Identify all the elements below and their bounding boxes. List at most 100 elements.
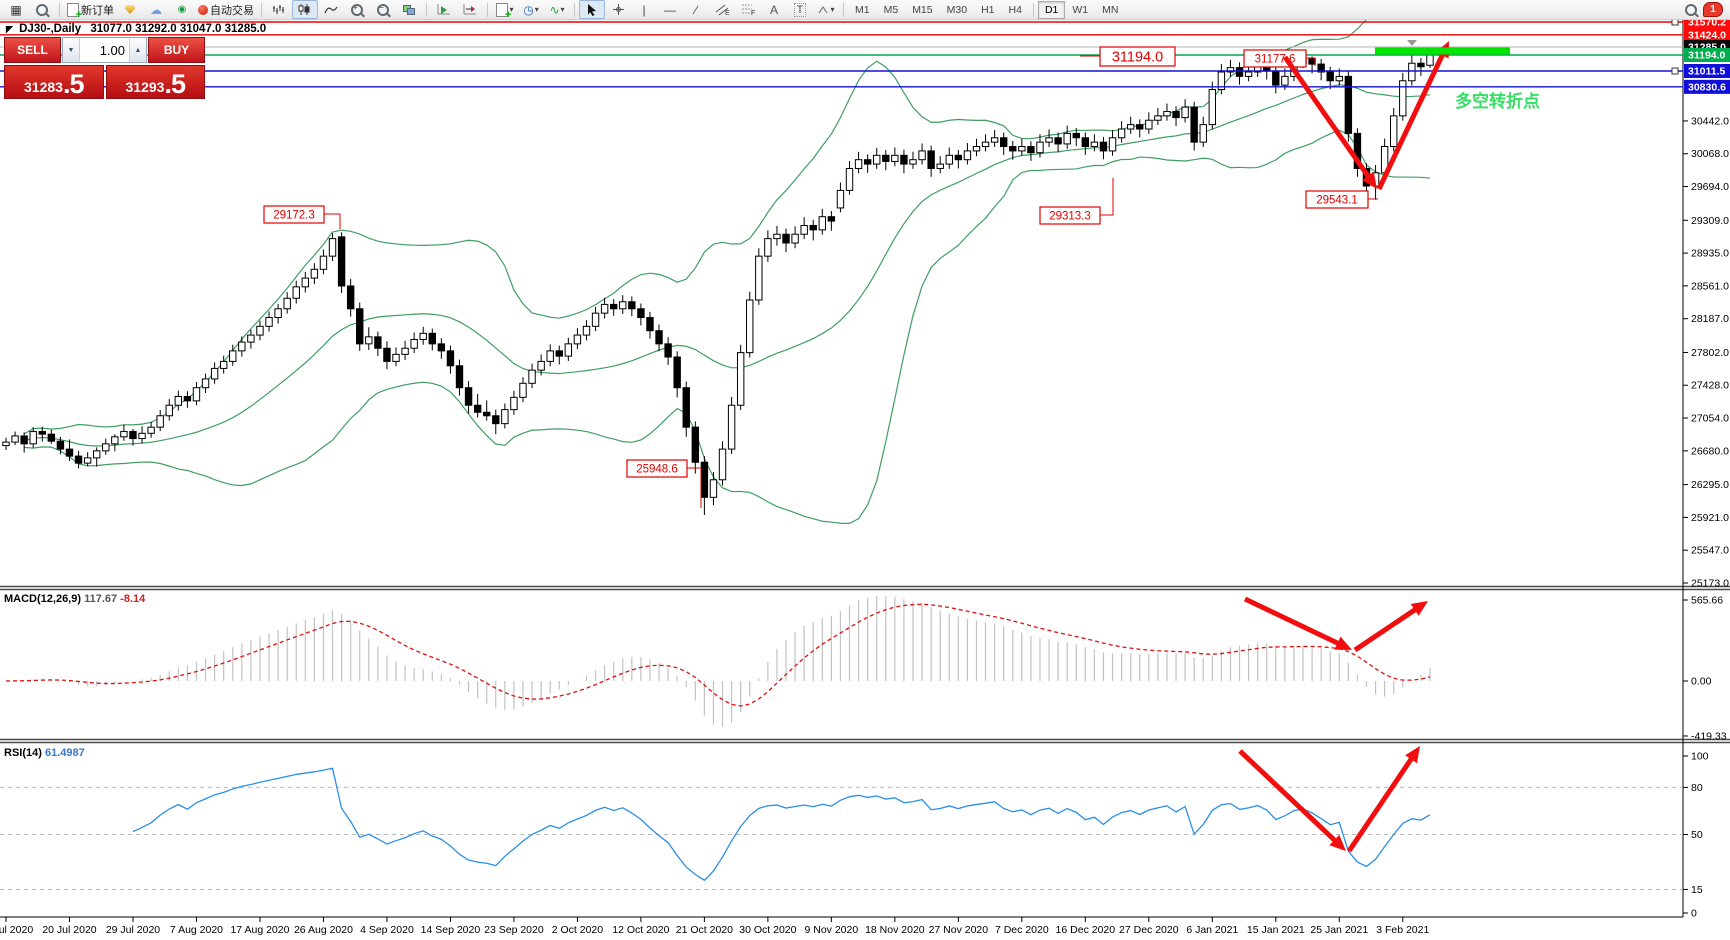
candle-body [120,431,128,438]
sell-button[interactable]: SELL [4,37,61,63]
search-icon[interactable] [1685,3,1697,16]
timeframe-M30[interactable]: M30 [946,3,968,16]
turning-point-annotation: 多空转折点 [1455,91,1540,111]
candle-body [1027,146,1035,154]
candle-body [555,350,563,357]
candle-body [927,150,935,169]
buy-price-display[interactable]: 31293.5 [105,65,205,99]
timeframe-M5[interactable]: M5 [883,3,899,16]
price-tick-label: 29309.0 [1691,215,1729,227]
new-order-button[interactable]: 新订单 [64,0,117,21]
annotation-box[interactable] [263,205,325,224]
equidistant-channel-icon[interactable]: E [709,0,735,19]
timeframe-W1[interactable]: W1 [1072,3,1089,16]
candle-body [1226,67,1235,73]
notification-badge[interactable]: 1 [1703,2,1723,17]
timeframe-MN[interactable]: MN [1102,3,1119,16]
volume-decrease-button[interactable]: ▼ [63,38,80,62]
candle-body [383,347,391,362]
chart-shift-icon[interactable] [457,0,483,19]
candle-body [29,431,37,445]
annotation-box[interactable] [1305,190,1369,209]
trend-arrow-line[interactable] [1243,596,1342,647]
horizontal-lines [0,20,1683,88]
time-tick-label: 12 Oct 2020 [612,924,669,936]
green-level-bar[interactable] [1375,47,1510,55]
rsi-scale-label: 100 [1691,751,1709,763]
symbol-marker-icon: ◤ [6,24,13,34]
horizontal-line-icon[interactable]: — [664,2,676,17]
trend-arrow-head [1334,636,1352,650]
buy-button[interactable]: BUY [148,37,205,63]
autotrading-icon [198,4,208,15]
timeframe-H1[interactable]: H1 [981,3,995,16]
fibonacci-icon[interactable]: F [735,0,761,19]
sell-price-display[interactable]: 31283.5 [4,65,104,99]
trend-arrow-line[interactable] [1376,51,1446,191]
candle-body [682,387,690,428]
separator [426,2,427,17]
crosshair-icon[interactable] [605,0,631,19]
trend-arrow-line[interactable] [1353,606,1419,653]
new-chart-dropdown[interactable]: ▾ [492,0,518,21]
timeframe-H4[interactable]: H4 [1008,3,1022,16]
tile-windows-icon[interactable] [396,0,422,19]
timeframe-D1[interactable]: D1 [1037,0,1066,19]
cloud-icon[interactable]: ☁ [150,2,162,17]
profile-icon[interactable] [117,0,143,19]
volume-increase-button[interactable]: ▲ [129,38,146,62]
chart-window-icon[interactable]: ▦ [10,2,22,17]
rsi-scale-label: 0 [1691,908,1697,920]
candle-body [2,441,10,447]
autotrading-button[interactable]: 自动交易 [195,0,257,19]
candle-body [156,415,164,428]
time-tick-label: 14 Sep 2020 [421,924,481,936]
trend-arrow-line[interactable] [1282,55,1372,180]
time-tick-label: 3 Feb 2021 [1376,924,1429,936]
signal-icon[interactable]: ◉ [177,3,187,15]
trend-arrow-line[interactable] [1346,755,1415,853]
indicators-dropdown[interactable]: ∿ ▾ [549,2,565,17]
trendline-icon[interactable]: ∕ [694,2,697,17]
arrows-dropdown[interactable]: ▾ [813,0,839,19]
timeframe-M15[interactable]: M15 [912,3,933,16]
svg-text:E: E [725,10,730,16]
price-flag-bg [1684,63,1730,78]
candle-body [437,343,446,352]
rsi-value: 61.4987 [45,747,85,759]
trend-arrow-head [1405,746,1420,764]
svg-text:F: F [751,10,755,16]
cursor-icon[interactable] [579,0,605,19]
chart-title: ◤ DJ30-,Daily 31077.0 31292.0 31047.0 31… [6,23,266,35]
candlestick-chart-icon[interactable] [292,0,318,19]
price-tick-label: 28187.0 [1691,313,1729,325]
line-chart-icon[interactable] [318,0,344,19]
candle-body [791,233,799,244]
candle-body [1099,141,1108,152]
annotation-box[interactable] [626,459,688,478]
magnifier-window-icon[interactable] [29,0,55,19]
zoom-out-icon[interactable]: − [370,0,396,19]
trend-arrow-line[interactable] [1238,749,1339,844]
text-label-icon[interactable]: T [787,0,813,19]
annotation-box[interactable] [1099,46,1176,67]
line-handle[interactable] [1671,67,1679,75]
zoom-in-icon[interactable]: + [344,0,370,19]
text-icon[interactable]: A [769,2,778,17]
line-handle[interactable] [1671,20,1679,26]
price-tick-label: 25921.0 [1691,512,1729,524]
vertical-line-icon[interactable]: | [642,2,646,17]
volume-value[interactable]: 1.00 [99,42,125,58]
candle-body [1172,110,1180,119]
timeframe-M1[interactable]: M1 [855,3,870,16]
candle-body [1326,71,1334,82]
chart-canvas[interactable]: 30442.0 30068.0 29694.0 29309.0 28935.0 28561… [0,20,1730,940]
periods-dropdown[interactable]: ◷ ▾ [523,2,539,17]
candle-body [419,332,427,340]
candle-body [238,341,246,352]
bar-chart-icon[interactable] [266,0,292,19]
annotation-box[interactable] [1039,206,1101,225]
volume-stepper: ▼ 1.00 ▲ [62,37,147,63]
autoscroll-icon[interactable] [431,0,457,19]
time-tick-label: 7 Dec 2020 [995,924,1049,936]
